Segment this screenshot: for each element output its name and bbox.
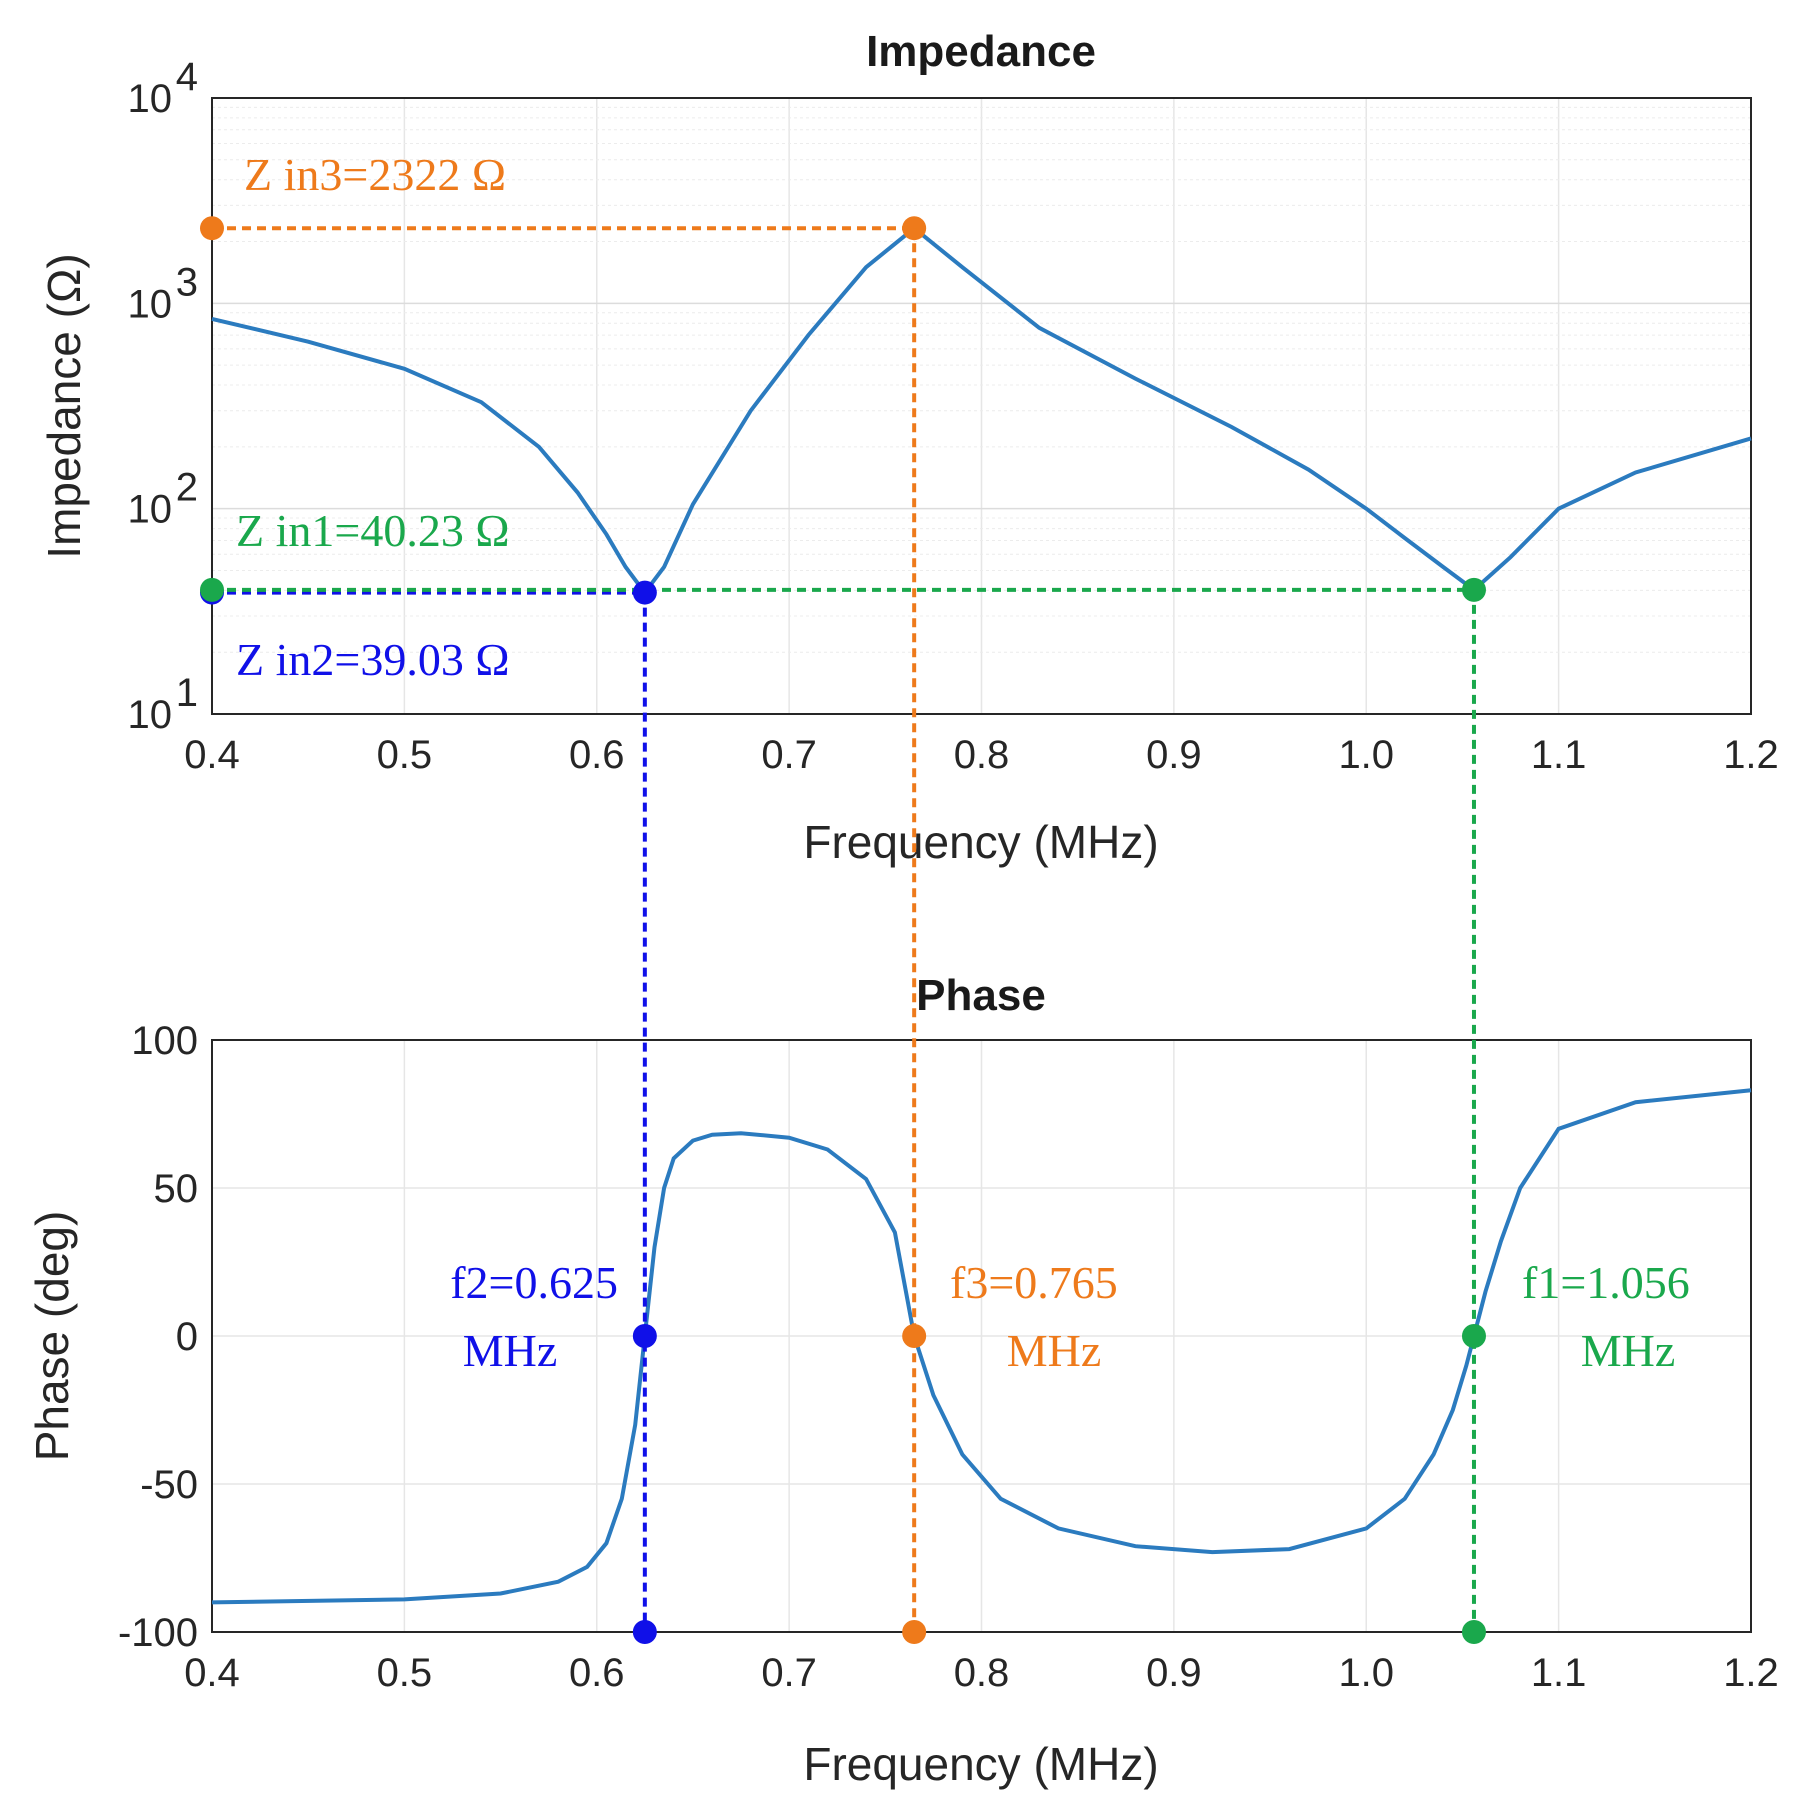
phase-x-tick-label: 1.1 — [1531, 1651, 1587, 1695]
impedance-y-tick-exponent: 4 — [176, 55, 198, 99]
phase-x-tick-label: 0.8 — [954, 1651, 1010, 1695]
annotation-f1: f1=1.056 — [1522, 1257, 1690, 1308]
phase-y-tick-label: 100 — [131, 1019, 198, 1063]
impedance-x-tick-label: 0.6 — [569, 733, 625, 777]
annotation-zin2: Z in2=39.03 Ω — [236, 634, 510, 685]
impedance-axis-marker — [200, 577, 224, 602]
impedance-y-axis-label: Impedance (Ω) — [38, 253, 90, 558]
phase-point-marker — [1461, 1620, 1486, 1644]
annotation-f3-unit: MHz — [1007, 1325, 1102, 1376]
impedance-y-tick-exponent: 1 — [176, 671, 198, 715]
impedance-y-tick-label: 10 — [128, 282, 173, 326]
impedance-x-axis-label: Frequency (MHz) — [803, 816, 1158, 868]
impedance-y-tick-label: 10 — [128, 77, 173, 121]
impedance-x-tick-label: 0.4 — [184, 733, 240, 777]
phase-point-marker — [632, 1324, 657, 1348]
impedance-guide-lines — [212, 226, 1474, 595]
phase-x-ticks: 0.4 0.5 0.6 0.7 0.8 0.9 1.0 1.1 1.2 — [184, 1651, 1779, 1695]
impedance-x-tick-label: 0.9 — [1146, 733, 1202, 777]
impedance-plot-frame — [211, 97, 1752, 715]
annotation-f2: f2=0.625 — [450, 1257, 618, 1308]
phase-markers — [632, 1324, 1486, 1644]
phase-plot-frame — [211, 1039, 1752, 1633]
impedance-title: Impedance — [866, 27, 1096, 76]
annotation-f2-unit: MHz — [463, 1325, 558, 1376]
impedance-x-ticks: 0.4 0.5 0.6 0.7 0.8 0.9 1.0 1.1 1.2 — [184, 733, 1779, 777]
phase-y-tick-label: -50 — [140, 1463, 198, 1507]
phase-y-tick-label: -100 — [118, 1611, 198, 1655]
impedance-markers — [200, 216, 1486, 605]
phase-x-axis-label: Frequency (MHz) — [803, 1738, 1158, 1790]
impedance-y-tick-label: 10 — [128, 488, 173, 532]
impedance-y-tick-exponent: 2 — [176, 466, 198, 510]
impedance-x-tick-label: 0.7 — [761, 733, 817, 777]
phase-x-tick-label: 0.7 — [761, 1651, 817, 1695]
annotation-f1-unit: MHz — [1581, 1325, 1676, 1376]
impedance-axis-marker — [200, 216, 224, 241]
annotation-f3: f3=0.765 — [950, 1257, 1118, 1308]
impedance-y-tick-exponent: 3 — [176, 260, 198, 304]
phase-y-tick-label: 0 — [176, 1315, 198, 1359]
impedance-x-tick-label: 1.0 — [1338, 733, 1394, 777]
phase-x-tick-label: 0.9 — [1146, 1651, 1202, 1695]
phase-y-tick-label: 50 — [154, 1167, 199, 1211]
phase-x-tick-label: 1.2 — [1723, 1651, 1779, 1695]
phase-x-tick-label: 0.4 — [184, 1651, 240, 1695]
impedance-x-tick-label: 0.8 — [954, 733, 1010, 777]
phase-title: Phase — [916, 971, 1046, 1020]
phase-x-tick-label: 0.5 — [377, 1651, 433, 1695]
impedance-y-tick-label: 10 — [128, 693, 173, 737]
annotation-zin1: Z in1=40.23 Ω — [236, 505, 510, 556]
phase-point-marker — [902, 1620, 927, 1644]
impedance-series-line — [211, 225, 1752, 596]
annotation-zin3: Z in3=2322 Ω — [244, 149, 506, 200]
phase-point-marker — [1461, 1324, 1486, 1348]
phase-chart: 0.4 0.5 0.6 0.7 0.8 0.9 1.0 1.1 1.2 -100-5005010… — [26, 228, 1779, 1790]
impedance-x-tick-label: 0.5 — [377, 733, 433, 777]
phase-y-ticks: -100 -50 0 50 100 — [118, 1019, 198, 1655]
phase-point-marker — [902, 1324, 927, 1348]
phase-y-axis-label: Phase (deg) — [26, 1211, 78, 1462]
phase-guide-lines — [642, 228, 1476, 1632]
phase-x-tick-label: 0.6 — [569, 1651, 625, 1695]
impedance-x-tick-label: 1.1 — [1531, 733, 1587, 777]
phase-x-tick-label: 1.0 — [1338, 1651, 1394, 1695]
impedance-x-tick-label: 1.2 — [1723, 733, 1779, 777]
phase-point-marker — [632, 1620, 657, 1644]
